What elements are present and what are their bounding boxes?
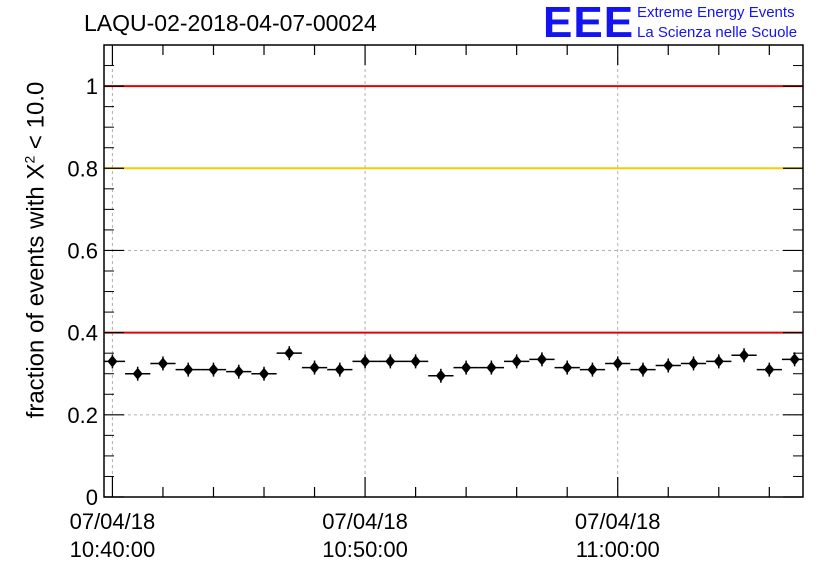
data-point bbox=[453, 360, 479, 375]
data-point-marker bbox=[511, 355, 522, 368]
data-point bbox=[251, 366, 277, 381]
data-point bbox=[200, 362, 227, 377]
reference-lines bbox=[104, 85, 803, 334]
data-point bbox=[504, 354, 530, 369]
data-point-marker bbox=[410, 355, 421, 368]
data-point-marker bbox=[183, 363, 194, 376]
data-point bbox=[175, 362, 201, 377]
data-point bbox=[327, 362, 353, 377]
data-point bbox=[630, 362, 656, 377]
plot-area bbox=[104, 45, 803, 497]
x-tick-label-date: 07/04/18 bbox=[322, 509, 408, 534]
data-point bbox=[579, 362, 606, 377]
data-point bbox=[706, 354, 732, 369]
chart-title: LAQU-02-2018-04-07-00024 bbox=[84, 10, 377, 36]
x-tick-label-time: 10:40:00 bbox=[70, 537, 156, 562]
data-point bbox=[226, 364, 252, 379]
x-tick-label-date: 07/04/18 bbox=[70, 509, 156, 534]
data-point bbox=[731, 348, 757, 363]
data-point-marker bbox=[739, 349, 750, 362]
data-point-marker bbox=[107, 355, 118, 368]
axes: 0 0.2 0.4 0.6 0.8 1 07/04/18 10:40:00 07/04/18 10… bbox=[67, 44, 804, 562]
data-point-marker bbox=[789, 353, 800, 366]
data-point-marker bbox=[486, 361, 497, 374]
data-point bbox=[478, 360, 505, 375]
data-point-marker bbox=[435, 369, 446, 382]
x-tick-label-date: 07/04/18 bbox=[575, 509, 661, 534]
data-point bbox=[554, 360, 580, 375]
data-point-marker bbox=[461, 361, 472, 374]
y-tick-label: 1 bbox=[86, 74, 98, 99]
data-point bbox=[428, 368, 454, 383]
data-point bbox=[655, 358, 681, 373]
data-point-marker bbox=[713, 355, 724, 368]
data-point bbox=[377, 354, 403, 369]
data-point bbox=[781, 352, 803, 367]
data-point bbox=[125, 366, 151, 381]
eee-logo: EEE bbox=[543, 0, 635, 47]
data-point-marker bbox=[259, 367, 270, 380]
data-point-marker bbox=[157, 357, 168, 370]
data-point-marker bbox=[562, 361, 573, 374]
data-point-marker bbox=[587, 363, 598, 376]
y-axis-label-suffix: < 10.0 bbox=[22, 81, 50, 156]
data-point-marker bbox=[385, 355, 396, 368]
data-point bbox=[402, 354, 429, 369]
y-tick-label: 0.4 bbox=[67, 321, 98, 346]
data-points bbox=[104, 346, 803, 383]
data-point-marker bbox=[309, 361, 320, 374]
logo-caption-line2: La Scienza nelle Scuole bbox=[637, 24, 798, 41]
x-tick-label-time: 11:00:00 bbox=[576, 537, 660, 562]
data-point bbox=[150, 356, 176, 371]
data-point bbox=[352, 354, 378, 369]
y-axis-label-prefix: fraction of events with X bbox=[22, 163, 50, 419]
data-point-marker bbox=[334, 363, 345, 376]
y-tick-label: 0.8 bbox=[67, 156, 98, 181]
data-point bbox=[756, 362, 782, 377]
data-point bbox=[605, 356, 631, 371]
y-axis-label-superscript: 2 bbox=[21, 155, 38, 164]
data-point bbox=[301, 360, 328, 375]
data-point-marker bbox=[637, 363, 648, 376]
y-tick-label: 0 bbox=[86, 485, 98, 510]
data-point-marker bbox=[284, 347, 295, 360]
logo-caption-line1: Extreme Energy Events bbox=[637, 4, 795, 21]
data-point-marker bbox=[688, 357, 699, 370]
data-point-marker bbox=[663, 359, 674, 372]
data-point-marker bbox=[132, 367, 143, 380]
data-point bbox=[104, 354, 126, 369]
data-point-marker bbox=[612, 357, 623, 370]
y-axis-label: fraction of events with X2 < 10.0 bbox=[22, 40, 51, 460]
data-point bbox=[276, 346, 302, 361]
y-tick-label: 0.6 bbox=[67, 238, 98, 263]
data-point bbox=[529, 352, 555, 367]
data-point-marker bbox=[764, 363, 775, 376]
data-point-marker bbox=[233, 365, 244, 378]
x-tick-label-time: 10:50:00 bbox=[322, 537, 408, 562]
data-point-marker bbox=[208, 363, 219, 376]
data-point-marker bbox=[360, 355, 371, 368]
y-tick-label: 0.2 bbox=[67, 403, 98, 428]
data-point-marker bbox=[536, 353, 547, 366]
data-point bbox=[680, 356, 707, 371]
